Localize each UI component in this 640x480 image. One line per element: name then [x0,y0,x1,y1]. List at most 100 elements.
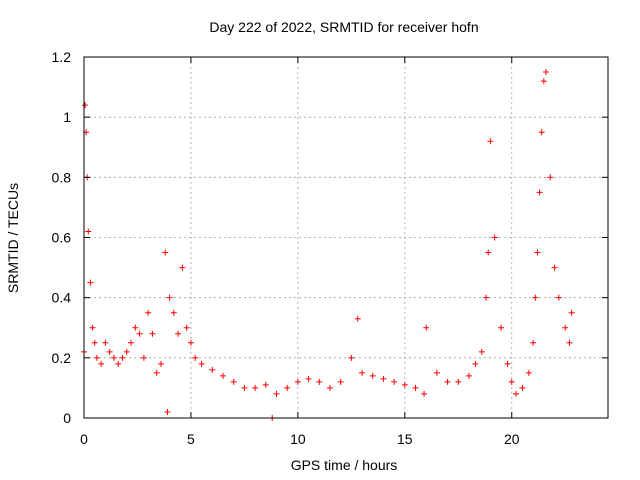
data-point [354,315,361,322]
data-point [209,366,216,373]
data-point [164,408,171,415]
data-point [316,378,323,385]
data-point [305,375,312,382]
data-point [391,378,398,385]
data-point [478,348,485,355]
data-point [423,324,430,331]
data-point [132,324,139,331]
data-point [380,375,387,382]
data-point [513,390,520,397]
data-point [136,330,143,337]
data-point [87,279,94,286]
data-point [145,309,152,316]
data-point [491,234,498,241]
data-point [359,369,366,376]
data-point [175,330,182,337]
data-point [82,102,89,109]
data-point [284,384,291,391]
data-point [102,339,109,346]
data-point [555,294,562,301]
x-tick-labels: 0 5 10 15 20 [80,431,520,447]
data-point [157,360,164,367]
data-point [128,339,135,346]
chart-title: Day 222 of 2022, SRMTID for receiver hof… [209,19,478,35]
data-point [140,354,147,361]
data-point [530,339,537,346]
data-point [542,69,549,76]
data-point [519,384,526,391]
data-point [538,129,545,136]
data-point [326,384,333,391]
grid [84,57,608,418]
data-point [412,384,419,391]
data-point [115,360,122,367]
data-point [93,354,100,361]
data-point [536,189,543,196]
data-points [81,69,575,421]
y-axis-label: SRMTID / TECUs [5,183,21,293]
data-point [179,264,186,271]
x-tick-label: 5 [187,431,195,447]
x-tick-label: 10 [290,431,306,447]
data-point [532,294,539,301]
data-point [119,354,126,361]
data-point [153,369,160,376]
data-point [230,378,237,385]
data-point [220,372,227,379]
data-point [566,339,573,346]
x-tick-label: 0 [80,431,88,447]
x-tick-label: 20 [504,431,520,447]
data-point [472,360,479,367]
data-point [504,360,511,367]
data-point [547,174,554,181]
data-point [337,378,344,385]
data-point [241,384,248,391]
data-point [123,348,130,355]
data-point [252,384,259,391]
data-point [294,378,301,385]
y-tick-label: 1 [63,109,71,125]
data-point [89,324,96,331]
data-point [568,309,575,316]
data-point [110,354,117,361]
data-point [262,381,269,388]
data-point [551,264,558,271]
data-point [85,228,92,235]
data-point [183,324,190,331]
data-point [421,390,428,397]
y-tick-label: 0.6 [52,230,72,246]
data-point [166,294,173,301]
data-point [487,138,494,145]
data-point [540,78,547,85]
data-point [348,354,355,361]
y-tick-label: 0.2 [52,350,72,366]
data-point [508,378,515,385]
y-tick-label: 1.2 [52,49,72,65]
data-point [534,249,541,256]
data-point [187,339,194,346]
data-point [444,378,451,385]
data-point [162,249,169,256]
data-point [562,324,569,331]
data-point [498,324,505,331]
data-point [455,378,462,385]
x-axis-label: GPS time / hours [291,457,398,473]
data-point [433,369,440,376]
plot-frame [83,56,609,419]
data-point [401,381,408,388]
data-point [483,294,490,301]
data-point [465,372,472,379]
x-tick-label: 15 [397,431,413,447]
data-point [170,309,177,316]
data-point [98,360,105,367]
y-tick-label: 0.8 [52,169,72,185]
data-point [149,330,156,337]
y-tick-label: 0.4 [52,290,72,306]
y-tick-label: 0 [63,410,71,426]
data-point [198,360,205,367]
y-tick-labels: 0 0.2 0.4 0.6 0.8 1 1.2 [52,49,72,426]
data-point [106,348,113,355]
data-point [525,369,532,376]
data-point [485,249,492,256]
